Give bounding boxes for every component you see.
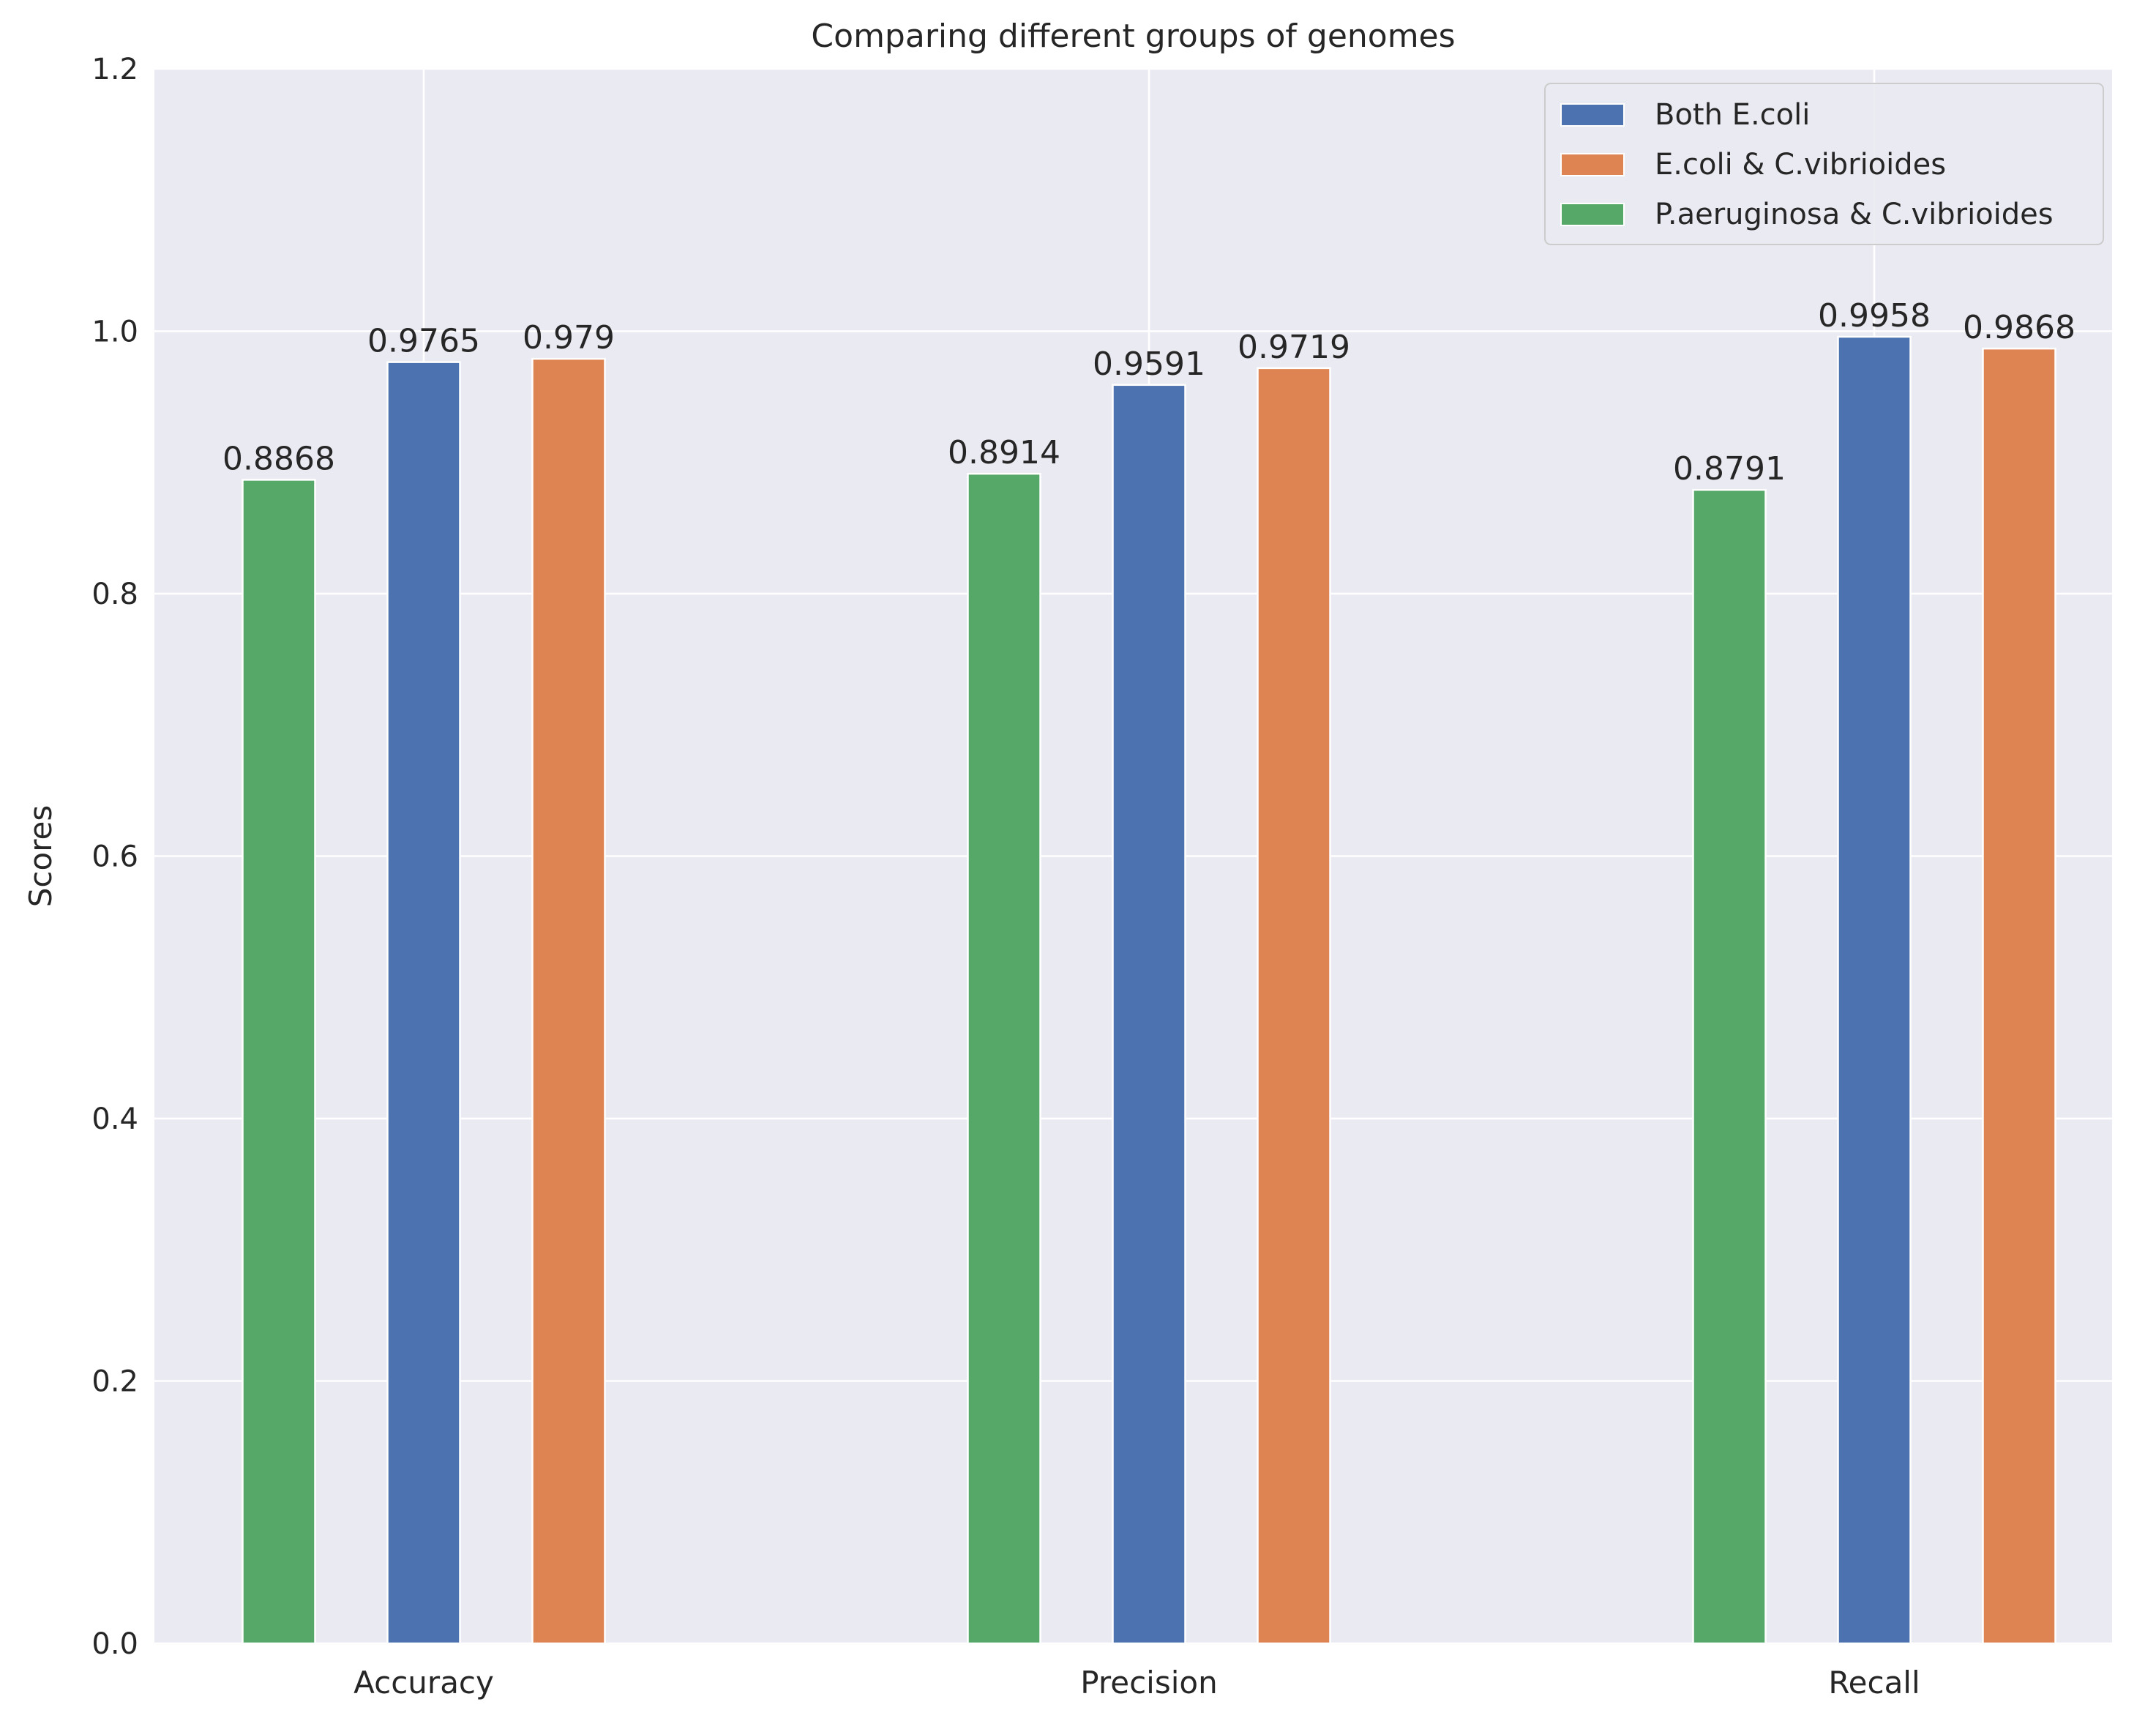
y-tick-label: 1.2 — [91, 53, 138, 86]
bar — [386, 361, 461, 1645]
chart-title: Comparing different groups of genomes — [811, 18, 1455, 55]
y-tick-label: 0.4 — [91, 1102, 138, 1136]
legend-label: P.aeruginosa & C.vibrioides — [1655, 198, 2054, 231]
x-tick-label: Recall — [1828, 1665, 1920, 1701]
legend-swatch — [1560, 203, 1625, 226]
bar-value-label: 0.9868 — [1963, 309, 2075, 346]
legend-frame — [1544, 83, 2104, 245]
bar-value-label: 0.8868 — [222, 440, 335, 477]
bar-value-label: 0.9719 — [1238, 329, 1350, 366]
bar — [1982, 347, 2056, 1645]
bar-value-label: 0.8791 — [1673, 450, 1786, 488]
bars — [242, 335, 2056, 1645]
legend-label: E.coli & C.vibrioides — [1655, 148, 1946, 182]
bar-value-label: 0.979 — [523, 319, 615, 356]
y-tick-label: 0.2 — [91, 1365, 138, 1399]
bar — [531, 357, 606, 1645]
legend-swatch — [1560, 153, 1625, 176]
x-tick-label: Accuracy — [353, 1665, 494, 1701]
legend: Both E.coli E.coli & C.vibrioides P.aerugi… — [1544, 83, 2104, 245]
bar — [1692, 488, 1767, 1645]
bar-value-label: 0.8914 — [948, 434, 1060, 471]
y-axis-label: Scores — [23, 805, 59, 908]
x-axis-ticks: Accuracy Precision Recall — [353, 1665, 1920, 1701]
bar — [1257, 367, 1331, 1645]
bar-value-label: 0.9765 — [367, 323, 480, 360]
bar — [1837, 335, 1912, 1645]
legend-label: Both E.coli — [1655, 98, 1810, 132]
bar — [1112, 384, 1186, 1645]
bar-value-label: 0.9591 — [1093, 346, 1205, 383]
y-tick-label: 1.0 — [91, 316, 138, 349]
y-tick-label: 0.6 — [91, 840, 138, 874]
bar-value-labels: 0.8868 0.8914 0.8791 0.9765 0.9591 0.9958 0.97… — [222, 297, 2075, 488]
bar — [967, 472, 1041, 1645]
y-tick-label: 0.0 — [91, 1627, 138, 1661]
y-tick-label: 0.8 — [91, 578, 138, 611]
bar-value-label: 0.9958 — [1818, 297, 1931, 335]
x-tick-label: Precision — [1080, 1665, 1217, 1701]
bar — [242, 479, 316, 1645]
y-axis-ticks: 0.0 0.2 0.4 0.6 0.8 1.0 1.2 — [91, 53, 138, 1661]
legend-swatch — [1560, 103, 1625, 127]
